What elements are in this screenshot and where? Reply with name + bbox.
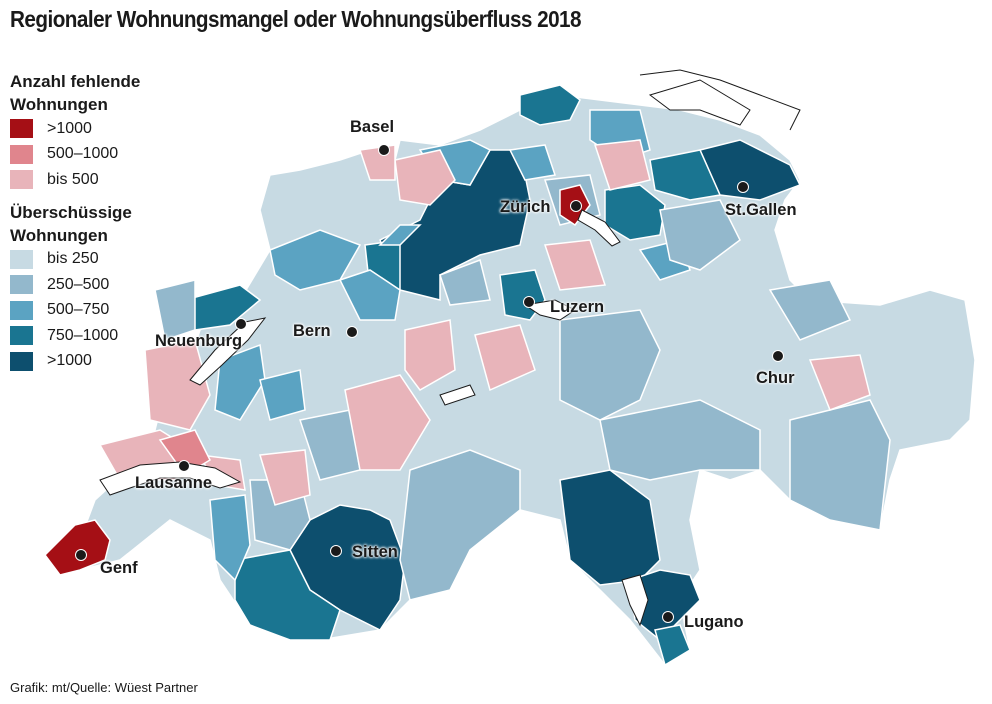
lake-lucerne xyxy=(523,299,576,321)
city-label-lugano: Lugano xyxy=(684,613,744,631)
regions-surplus-over-1000 xyxy=(289,139,802,642)
city-label-zurich: Zürich xyxy=(500,198,551,216)
legend-surplus: Überschüssige Wohnungen bis 250 250–500 … xyxy=(10,201,190,375)
legend-swatch xyxy=(10,119,33,139)
city-label-basel: Basel xyxy=(350,118,395,136)
city-label-luzern: Luzern xyxy=(550,298,605,316)
city-dot-genf xyxy=(75,549,87,561)
legend-label: bis 500 xyxy=(47,170,99,188)
lake-zurich xyxy=(577,209,621,247)
legend-swatch xyxy=(10,300,33,320)
legend-shortage-heading: Anzahl fehlende Wohnungen xyxy=(10,72,141,114)
legend-item: 500–750 xyxy=(10,298,190,324)
legend-label: 500–1000 xyxy=(47,145,119,163)
legend-label: >1000 xyxy=(47,119,92,137)
source-credit: Grafik: mt/Quelle: Wüest Partner xyxy=(10,680,198,695)
lake-neuchatel xyxy=(189,317,267,386)
lake-geneva xyxy=(99,461,242,496)
legend-label: 750–1000 xyxy=(47,326,119,344)
legend-surplus-heading: Überschüssige Wohnungen xyxy=(10,202,132,245)
city-label-chur: Chur xyxy=(756,369,795,387)
legend-label: bis 250 xyxy=(47,250,99,268)
legend-item: >1000 xyxy=(10,349,190,375)
border-line xyxy=(639,69,801,131)
city-label-genf: Genf xyxy=(100,559,138,577)
city-label-neuenburg: Neuenburg xyxy=(155,332,243,350)
legend-item: 250–500 xyxy=(10,272,190,298)
legend-item: >1000 xyxy=(10,116,190,142)
city-dot-basel xyxy=(378,144,390,156)
lake-maggiore xyxy=(621,574,649,627)
city-dot-luzern xyxy=(523,296,535,308)
chart-title: Regionaler Wohnungsmangel oder Wohnungsü… xyxy=(10,6,582,32)
legend-swatch xyxy=(10,275,33,295)
city-dot-neuenburg xyxy=(235,318,247,330)
city-dot-sitten xyxy=(330,545,342,557)
city-dot-zurich xyxy=(570,200,582,212)
legend-label: >1000 xyxy=(47,352,92,370)
city-label-bern: Bern xyxy=(293,322,331,340)
legend-item: 500–1000 xyxy=(10,142,190,168)
city-dot-lugano xyxy=(662,611,674,623)
lake-constance xyxy=(648,79,751,126)
legend: Anzahl fehlende Wohnungen >1000 500–1000… xyxy=(10,70,190,382)
city-dot-stgallen xyxy=(737,181,749,193)
legend-item: bis 250 xyxy=(10,247,190,273)
legend-item: bis 500 xyxy=(10,167,190,193)
regions-surplus-250-500 xyxy=(154,174,891,601)
legend-swatch xyxy=(10,249,33,269)
city-label-stgallen: St.Gallen xyxy=(725,201,797,219)
city-label-sitten: Sitten xyxy=(352,543,398,561)
legend-label: 500–750 xyxy=(47,301,110,319)
legend-label: 250–500 xyxy=(47,275,110,293)
city-dot-lausanne xyxy=(178,460,190,472)
lake-thun xyxy=(439,384,476,406)
legend-shortage: Anzahl fehlende Wohnungen >1000 500–1000… xyxy=(10,70,190,193)
lakes xyxy=(99,79,751,627)
legend-swatch xyxy=(10,351,33,371)
city-dot-bern xyxy=(346,326,358,338)
legend-swatch xyxy=(10,144,33,164)
city-label-lausanne: Lausanne xyxy=(135,474,213,492)
legend-item: 750–1000 xyxy=(10,323,190,349)
city-dot-chur xyxy=(772,350,784,362)
legend-swatch xyxy=(10,170,33,190)
legend-swatch xyxy=(10,326,33,346)
